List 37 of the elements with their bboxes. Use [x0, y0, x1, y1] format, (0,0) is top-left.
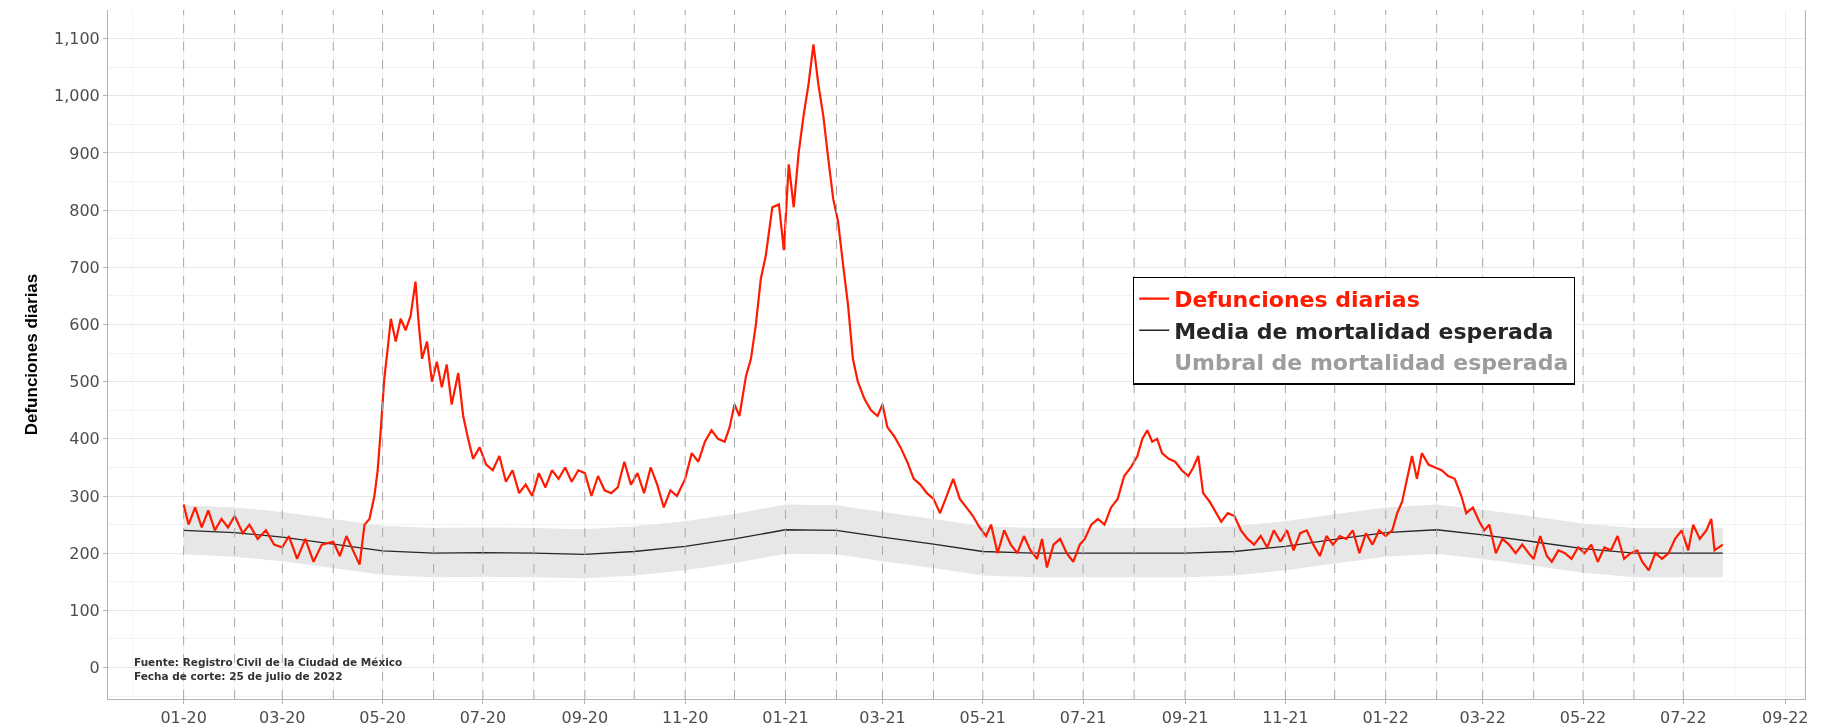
y-tick-label: 800	[69, 200, 100, 220]
annotation: Fuente: Registro Civil de la Ciudad de México	[134, 656, 403, 668]
x-tick-label: 09-22	[1762, 708, 1809, 724]
x-tick-label: 01-21	[762, 708, 809, 724]
annotation: Umbral de mortalidad esperada	[1174, 350, 1569, 376]
x-tick-label: 09-20	[561, 708, 609, 724]
x-tick-label: 07-20	[459, 708, 507, 724]
y-tick-label: 700	[69, 257, 100, 277]
legend-label: Media de mortalidad esperada	[1174, 318, 1554, 344]
y-tick-label: 600	[69, 315, 100, 335]
y-tick-label: 1,100	[53, 29, 100, 49]
y-axis-title: Defunciones diarias	[21, 273, 41, 436]
y-tick-label: 300	[69, 486, 100, 506]
x-tick-label: 03-22	[1459, 708, 1506, 724]
x-tick-label: 07-21	[1059, 708, 1107, 724]
legend-label: Defunciones diarias	[1174, 287, 1420, 313]
x-tick-label: 07-22	[1660, 708, 1707, 724]
x-tick-label: 05-22	[1559, 708, 1607, 724]
x-tick-label: 11-20	[661, 708, 709, 724]
x-tick-label: 09-21	[1161, 708, 1209, 724]
y-tick-label: 500	[69, 372, 100, 392]
x-tick-label: 11-21	[1262, 708, 1309, 724]
line-series	[182, 43, 1724, 572]
x-tick-label: 01-20	[160, 708, 207, 724]
y-tick-label: 200	[69, 543, 100, 563]
y-tick-label: 100	[69, 600, 100, 620]
y-tick-label: 400	[69, 429, 100, 449]
x-tick-label: 01-22	[1362, 708, 1409, 724]
x-tick-label: 05-21	[959, 708, 1007, 724]
y-tick-label: 900	[69, 143, 100, 163]
annotation: Fecha de corte: 25 de julio de 2022	[134, 670, 343, 682]
x-tick-label: 05-20	[359, 708, 406, 724]
y-tick-label: 1,000	[53, 86, 100, 106]
y-tick-label: 0	[89, 658, 100, 678]
x-tick-label: 03-21	[859, 708, 906, 724]
line-series	[182, 529, 1724, 555]
x-tick-label: 03-20	[259, 708, 306, 724]
